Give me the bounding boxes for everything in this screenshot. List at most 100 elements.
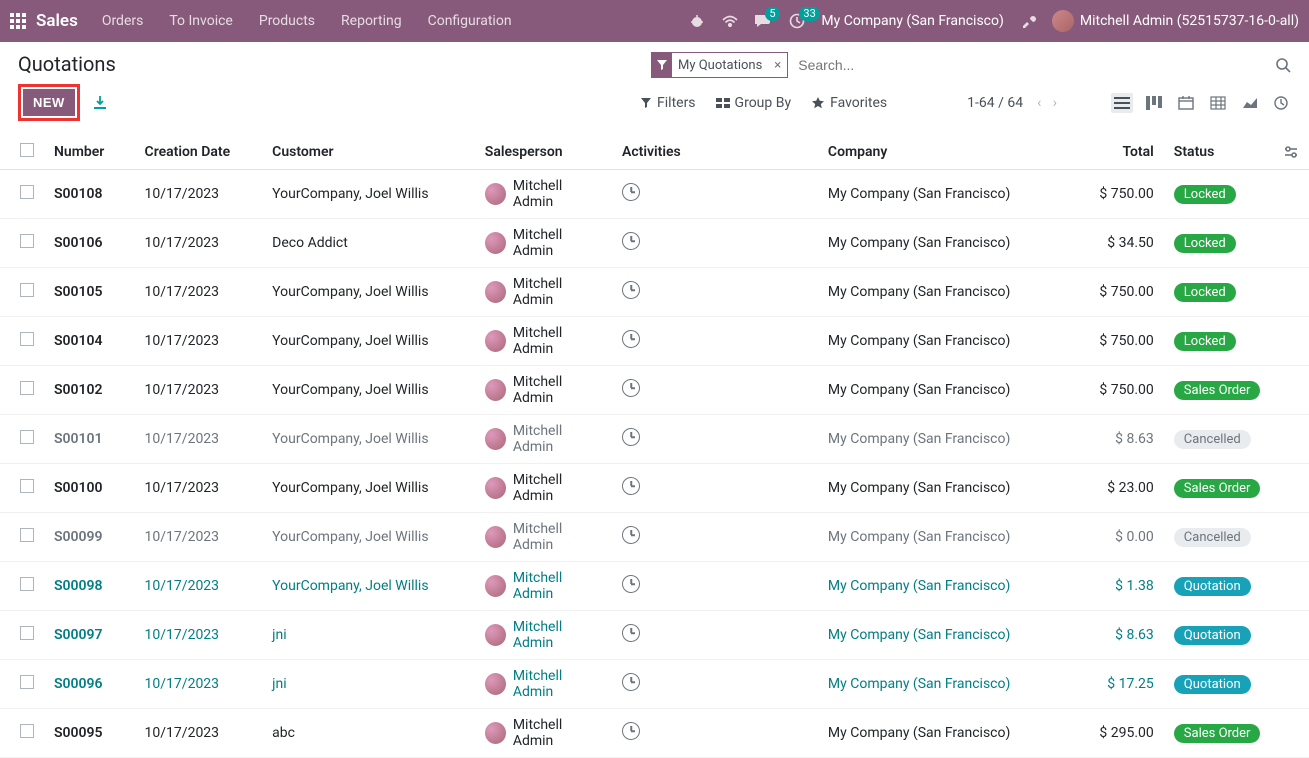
bug-icon[interactable] [689, 13, 705, 29]
nav-reporting[interactable]: Reporting [341, 13, 402, 29]
row-checkbox[interactable] [20, 479, 34, 493]
activity-clock-icon[interactable] [622, 183, 640, 201]
row-checkbox[interactable] [20, 675, 34, 689]
cell-customer: YourCompany, Joel Willis [262, 317, 475, 366]
messages-icon[interactable]: 5 [755, 13, 773, 29]
filters-button[interactable]: Filters [640, 95, 696, 111]
view-kanban-icon[interactable] [1143, 93, 1165, 113]
activities-icon[interactable]: 33 [789, 13, 805, 29]
table-row[interactable]: S0010410/17/2023YourCompany, Joel Willis… [0, 317, 1309, 366]
table-row[interactable]: S0009510/17/2023abcMitchell AdminMy Comp… [0, 709, 1309, 758]
cell-activities[interactable] [612, 513, 818, 562]
favorites-button[interactable]: Favorites [811, 95, 887, 111]
view-graph-icon[interactable] [1239, 93, 1261, 113]
row-checkbox[interactable] [20, 185, 34, 199]
cell-customer: YourCompany, Joel Willis [262, 415, 475, 464]
activity-clock-icon[interactable] [622, 379, 640, 397]
select-all-checkbox[interactable] [20, 143, 34, 157]
activity-clock-icon[interactable] [622, 281, 640, 299]
cell-salesperson: Mitchell Admin [475, 709, 612, 758]
app-brand[interactable]: Sales [36, 11, 78, 31]
cell-number: S00100 [44, 464, 135, 513]
activity-clock-icon[interactable] [622, 722, 640, 740]
pager-text[interactable]: 1-64 / 64 [967, 95, 1023, 111]
download-icon[interactable] [92, 95, 108, 111]
cell-activities[interactable] [612, 562, 818, 611]
activity-clock-icon[interactable] [622, 673, 640, 691]
col-status[interactable]: Status [1164, 135, 1273, 170]
view-activity-icon[interactable] [1271, 93, 1291, 113]
cell-customer: YourCompany, Joel Willis [262, 464, 475, 513]
cell-activities[interactable] [612, 464, 818, 513]
table-row[interactable]: S0009710/17/2023jniMitchell AdminMy Comp… [0, 611, 1309, 660]
activity-clock-icon[interactable] [622, 477, 640, 495]
search-input[interactable] [794, 53, 1267, 77]
view-calendar-icon[interactable] [1175, 93, 1197, 113]
activity-clock-icon[interactable] [622, 575, 640, 593]
table-row[interactable]: S0010810/17/2023YourCompany, Joel Willis… [0, 170, 1309, 219]
activity-clock-icon[interactable] [622, 428, 640, 446]
tools-icon[interactable] [1020, 13, 1036, 29]
nav-products[interactable]: Products [259, 13, 315, 29]
cell-customer: YourCompany, Joel Willis [262, 366, 475, 415]
row-checkbox[interactable] [20, 626, 34, 640]
table-row[interactable]: S0010210/17/2023YourCompany, Joel Willis… [0, 366, 1309, 415]
col-salesperson[interactable]: Salesperson [475, 135, 612, 170]
col-company[interactable]: Company [818, 135, 1076, 170]
user-menu[interactable]: Mitchell Admin (52515737-16-0-all) [1052, 10, 1299, 32]
cell-salesperson: Mitchell Admin [475, 219, 612, 268]
row-checkbox[interactable] [20, 283, 34, 297]
col-creation-date[interactable]: Creation Date [135, 135, 263, 170]
row-checkbox[interactable] [20, 381, 34, 395]
filter-chip-label: My Quotations [672, 58, 768, 73]
row-checkbox[interactable] [20, 332, 34, 346]
table-row[interactable]: S0010510/17/2023YourCompany, Joel Willis… [0, 268, 1309, 317]
search-filter-chip[interactable]: My Quotations × [651, 52, 788, 78]
view-switcher [1111, 93, 1291, 113]
activity-clock-icon[interactable] [622, 330, 640, 348]
cell-activities[interactable] [612, 219, 818, 268]
col-activities[interactable]: Activities [612, 135, 818, 170]
row-checkbox[interactable] [20, 724, 34, 738]
table-row[interactable]: S0010010/17/2023YourCompany, Joel Willis… [0, 464, 1309, 513]
table-row[interactable]: S0009910/17/2023YourCompany, Joel Willis… [0, 513, 1309, 562]
groupby-button[interactable]: Group By [716, 95, 792, 111]
activity-clock-icon[interactable] [622, 624, 640, 642]
view-pivot-icon[interactable] [1207, 93, 1229, 113]
nav-to-invoice[interactable]: To Invoice [169, 13, 233, 29]
row-checkbox[interactable] [20, 234, 34, 248]
pager-prev-icon[interactable]: ‹ [1033, 95, 1045, 111]
cell-date: 10/17/2023 [135, 709, 263, 758]
pager-next-icon[interactable]: › [1049, 95, 1061, 111]
filter-chip-remove-icon[interactable]: × [768, 58, 787, 73]
table-row[interactable]: S0009610/17/2023jniMitchell AdminMy Comp… [0, 660, 1309, 709]
col-number[interactable]: Number [44, 135, 135, 170]
activity-clock-icon[interactable] [622, 526, 640, 544]
cell-activities[interactable] [612, 366, 818, 415]
view-list-icon[interactable] [1111, 93, 1133, 113]
column-options-icon[interactable] [1283, 146, 1299, 158]
company-switcher[interactable]: My Company (San Francisco) [821, 13, 1003, 29]
table-row[interactable]: S0010110/17/2023YourCompany, Joel Willis… [0, 415, 1309, 464]
row-checkbox[interactable] [20, 577, 34, 591]
search-icon[interactable] [1275, 57, 1291, 73]
cell-activities[interactable] [612, 170, 818, 219]
activity-clock-icon[interactable] [622, 232, 640, 250]
cell-activities[interactable] [612, 415, 818, 464]
nav-orders[interactable]: Orders [102, 13, 144, 29]
cell-activities[interactable] [612, 660, 818, 709]
cell-activities[interactable] [612, 611, 818, 660]
col-total[interactable]: Total [1076, 135, 1164, 170]
wifi-icon[interactable] [721, 13, 739, 29]
apps-menu-icon[interactable] [10, 13, 26, 29]
row-checkbox[interactable] [20, 430, 34, 444]
row-checkbox[interactable] [20, 528, 34, 542]
table-row[interactable]: S0009810/17/2023YourCompany, Joel Willis… [0, 562, 1309, 611]
nav-configuration[interactable]: Configuration [428, 13, 512, 29]
cell-activities[interactable] [612, 268, 818, 317]
table-row[interactable]: S0010610/17/2023Deco AddictMitchell Admi… [0, 219, 1309, 268]
cell-activities[interactable] [612, 709, 818, 758]
cell-activities[interactable] [612, 317, 818, 366]
col-customer[interactable]: Customer [262, 135, 475, 170]
new-button[interactable]: NEW [23, 89, 75, 116]
